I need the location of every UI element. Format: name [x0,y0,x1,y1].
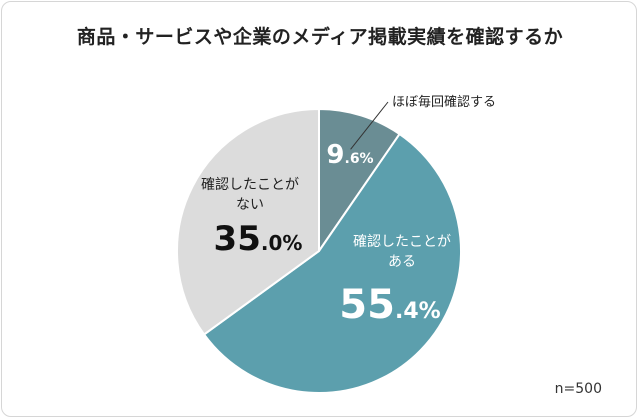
slice-value-integer: 55 [339,282,395,328]
chart-title: 商品・サービスや企業のメディア掲載実績を確認するか [76,26,564,48]
slice-value-label: 55.4% [339,282,440,328]
leader-line [350,101,389,150]
sample-size-note: n=500 [554,381,602,397]
slice-value-decimal: .6% [345,151,374,167]
slice-value-integer: 9 [326,140,344,170]
slice-value-integer: 35 [214,219,261,259]
slice-label: 確認したことがない [201,177,299,213]
slice-label-line: 確認したことが [353,234,451,250]
slice-value-label: 9.6% [326,140,373,170]
pie-slice [176,107,320,336]
slice-value-label: 35.0% [214,219,303,259]
pie-slice [318,107,401,255]
slice-label-line: ない [236,197,264,213]
slice-value-decimal: .0% [261,231,303,255]
slice-value-decimal: .4% [395,299,441,324]
pie-slice [202,132,462,394]
slice-label-line: ある [388,254,416,270]
slice-label: ほぼ毎回確認する [392,94,496,110]
slice-label-line: 確認したことが [201,177,299,193]
slice-label: 確認したことがある [353,234,451,270]
